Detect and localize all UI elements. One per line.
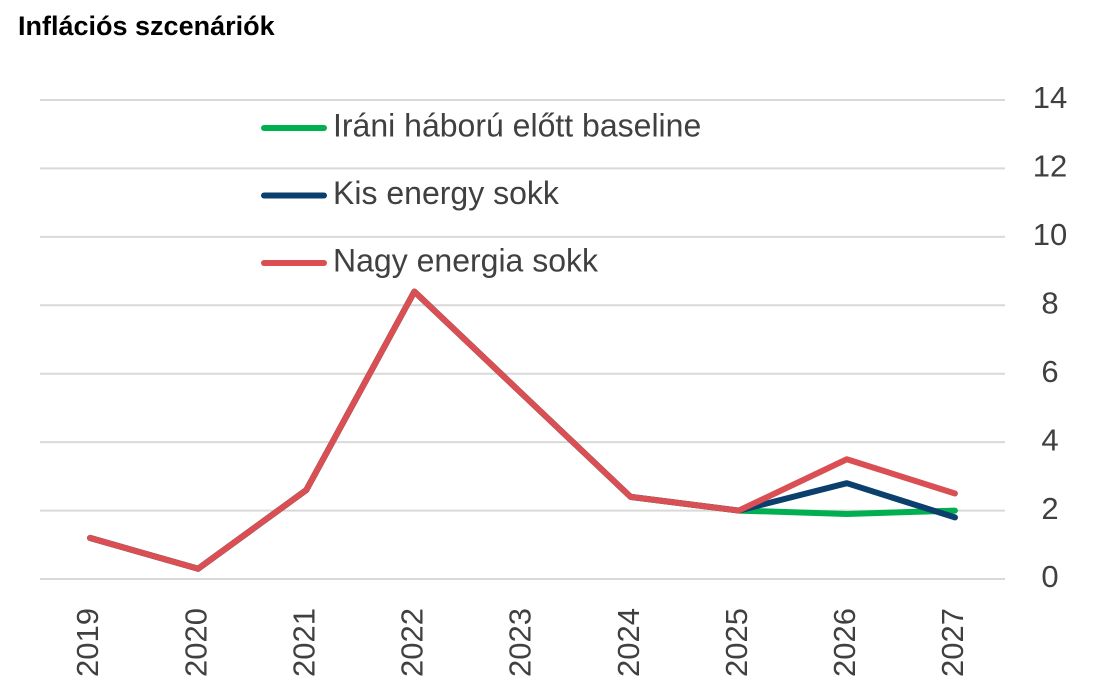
y-tick-label: 0	[1041, 559, 1058, 594]
y-tick-label: 8	[1041, 285, 1058, 320]
series-line	[87, 288, 958, 572]
series-line	[87, 288, 958, 572]
x-tick-label: 2027	[935, 608, 970, 677]
x-tick-label: 2022	[395, 608, 430, 677]
y-tick-label: 12	[1033, 149, 1067, 184]
y-tick-label: 6	[1041, 354, 1058, 389]
y-tick-label: 14	[1033, 80, 1067, 115]
x-tick-label: 2023	[503, 608, 538, 677]
x-tick-label: 2025	[719, 608, 754, 677]
x-tick-label: 2021	[286, 608, 321, 677]
chart-title: Inflációs szcenáriók	[18, 11, 276, 41]
y-tick-label: 4	[1041, 422, 1058, 457]
x-tick-label: 2020	[178, 608, 213, 677]
legend-label: Kis energy sokk	[333, 175, 560, 211]
series-line	[87, 288, 958, 572]
x-tick-label: 2026	[827, 608, 862, 677]
y-tick-label: 2	[1041, 491, 1058, 526]
x-tick-label: 2019	[70, 608, 105, 677]
y-tick-label: 10	[1033, 217, 1067, 252]
legend-label: Nagy energia sokk	[333, 242, 599, 278]
x-tick-label: 2024	[611, 608, 646, 677]
legend-label: Iráni háború előtt baseline	[333, 107, 701, 143]
